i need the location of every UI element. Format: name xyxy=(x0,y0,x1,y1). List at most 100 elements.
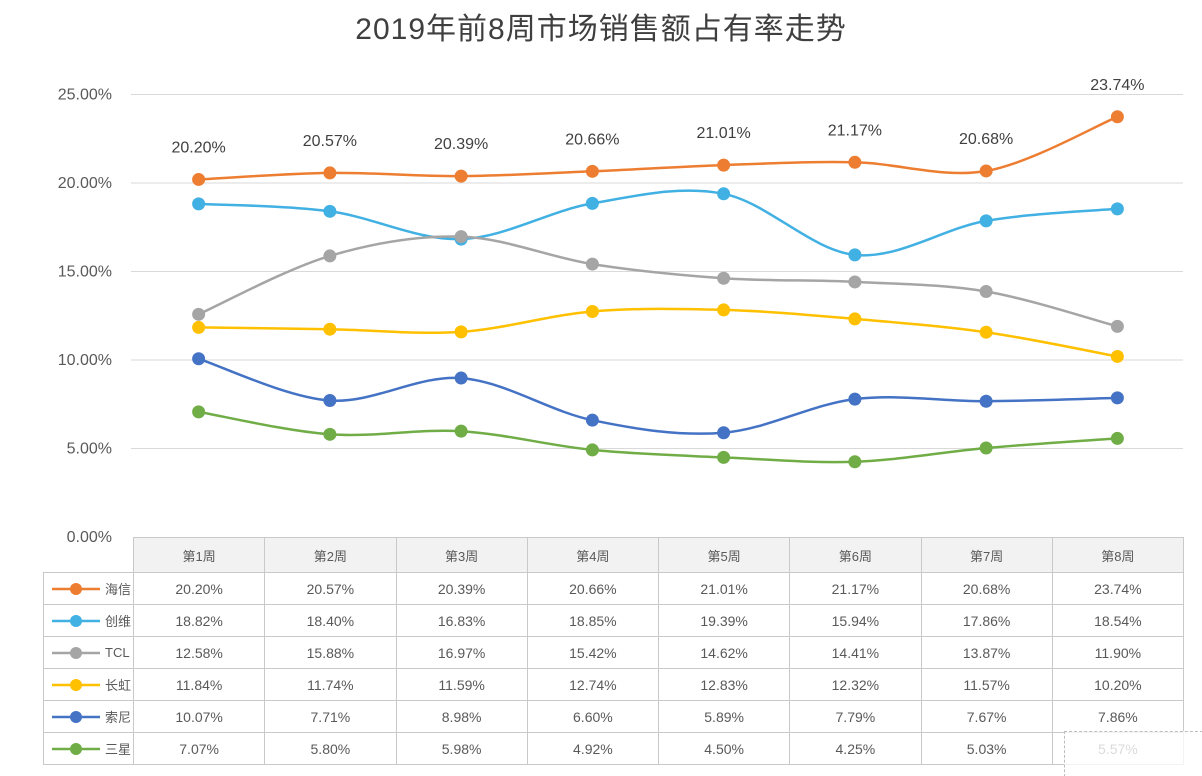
value-cell: 7.71% xyxy=(264,700,397,733)
value-cell: 21.17% xyxy=(789,572,922,605)
value-cell: 4.92% xyxy=(526,732,660,765)
y-axis-tick-label: 15.00% xyxy=(58,264,112,281)
series-line-创维 xyxy=(197,189,1119,257)
data-point xyxy=(323,249,337,263)
value-cell: 18.82% xyxy=(132,604,266,637)
data-label: 21.17% xyxy=(828,122,882,139)
data-label: 20.20% xyxy=(171,139,225,156)
value-cell: 12.58% xyxy=(132,636,266,669)
data-point xyxy=(979,164,993,178)
value-cell: 11.59% xyxy=(395,668,528,701)
week-header: 第2周 xyxy=(264,537,397,573)
data-point xyxy=(1110,431,1124,445)
data-point xyxy=(717,450,731,464)
value-cell: 14.62% xyxy=(657,636,791,669)
value-cell: 20.57% xyxy=(264,572,397,605)
table-row: 长虹 11.84% 11.74% 11.59% 12.74% 12.83% 12.32% 11… xyxy=(43,668,1185,701)
series-name: 三星 xyxy=(105,742,132,757)
data-label: 20.57% xyxy=(303,133,357,150)
data-point xyxy=(323,394,337,408)
value-cell: 10.20% xyxy=(1051,668,1185,701)
series-marker-icon xyxy=(52,646,100,659)
value-cell: 12.74% xyxy=(526,668,660,701)
table-corner-cell xyxy=(44,538,134,573)
data-point xyxy=(848,455,862,469)
data-point xyxy=(717,271,731,285)
value-cell: 11.74% xyxy=(264,668,397,701)
data-point xyxy=(717,303,731,317)
data-label: 21.01% xyxy=(696,125,750,142)
data-point xyxy=(717,426,731,440)
chart-title: 2019年前8周市场销售额占有率走势 xyxy=(355,13,847,46)
value-cell: 5.80% xyxy=(264,732,397,765)
y-axis-tick-label: 0.00% xyxy=(67,529,112,546)
series-name: 长虹 xyxy=(105,678,132,693)
data-point xyxy=(1110,391,1124,405)
value-cell: 11.84% xyxy=(132,668,266,701)
series-name: TCL xyxy=(105,645,130,660)
watermark-overlay xyxy=(1064,731,1202,776)
data-point xyxy=(979,285,993,299)
series-line-长虹 xyxy=(197,307,1119,358)
legend-key-长虹: 长虹 xyxy=(43,668,134,701)
value-cell: 14.41% xyxy=(789,636,922,669)
data-point xyxy=(585,443,599,457)
y-axis-tick-label: 5.00% xyxy=(67,441,112,458)
value-cell: 10.07% xyxy=(132,700,266,733)
table-row: 创维 18.82% 18.40% 16.83% 18.85% 19.39% 15.94% 17… xyxy=(43,604,1185,637)
data-point xyxy=(192,405,206,419)
data-point xyxy=(585,305,599,319)
data-point xyxy=(454,230,468,244)
series-marker-icon xyxy=(52,582,100,595)
data-point xyxy=(192,352,206,366)
series-line-索尼 xyxy=(197,357,1119,435)
legend-key-创维: 创维 xyxy=(43,604,134,637)
week-header: 第7周 xyxy=(920,537,1053,573)
series-name: 索尼 xyxy=(105,710,132,725)
series-name: 海信 xyxy=(105,582,132,597)
week-header: 第8周 xyxy=(1051,537,1185,573)
value-cell: 15.88% xyxy=(264,636,397,669)
value-cell: 20.20% xyxy=(132,572,266,605)
value-cell: 5.98% xyxy=(395,732,528,765)
value-cell: 18.85% xyxy=(526,604,660,637)
week-header: 第1周 xyxy=(132,537,266,573)
data-point xyxy=(717,187,731,201)
value-cell: 21.01% xyxy=(657,572,791,605)
data-point xyxy=(192,197,206,211)
value-cell: 5.89% xyxy=(657,700,791,733)
data-point xyxy=(1110,349,1124,363)
value-cell: 4.25% xyxy=(789,732,922,765)
table-row: 索尼 10.07% 7.71% 8.98% 6.60% 5.89% 7.79% 7.67% 7.… xyxy=(43,700,1185,733)
data-point xyxy=(454,424,468,438)
data-label: 20.39% xyxy=(434,136,488,153)
series-line-海信 xyxy=(197,115,1119,181)
value-cell: 16.83% xyxy=(395,604,528,637)
value-cell: 7.86% xyxy=(1051,700,1185,733)
value-cell: 7.79% xyxy=(789,700,922,733)
value-cell: 7.67% xyxy=(920,700,1053,733)
data-point xyxy=(585,257,599,271)
series-line-TCL xyxy=(197,235,1119,328)
data-point xyxy=(979,441,993,455)
value-cell: 20.66% xyxy=(526,572,660,605)
week-header: 第6周 xyxy=(789,537,922,573)
value-cell: 13.87% xyxy=(920,636,1053,669)
data-point xyxy=(848,155,862,169)
data-point xyxy=(717,158,731,172)
value-cell: 17.86% xyxy=(920,604,1053,637)
data-label: 20.68% xyxy=(959,131,1013,148)
series-marker-icon xyxy=(52,614,100,627)
data-point xyxy=(192,307,206,321)
legend-key-三星: 三星 xyxy=(43,732,134,765)
data-point xyxy=(454,371,468,385)
value-cell: 4.50% xyxy=(657,732,791,765)
data-table: 第1周 第2周 第3周 第4周 第5周 第6周 第7周 第8周 海信 20.20% 20.57% 20… xyxy=(43,537,1185,765)
y-axis-tick-label: 20.00% xyxy=(58,175,112,192)
data-point xyxy=(1110,110,1124,124)
series-marker-icon xyxy=(52,742,100,755)
value-cell: 8.98% xyxy=(395,700,528,733)
data-point xyxy=(848,312,862,326)
week-header: 第4周 xyxy=(526,537,660,573)
